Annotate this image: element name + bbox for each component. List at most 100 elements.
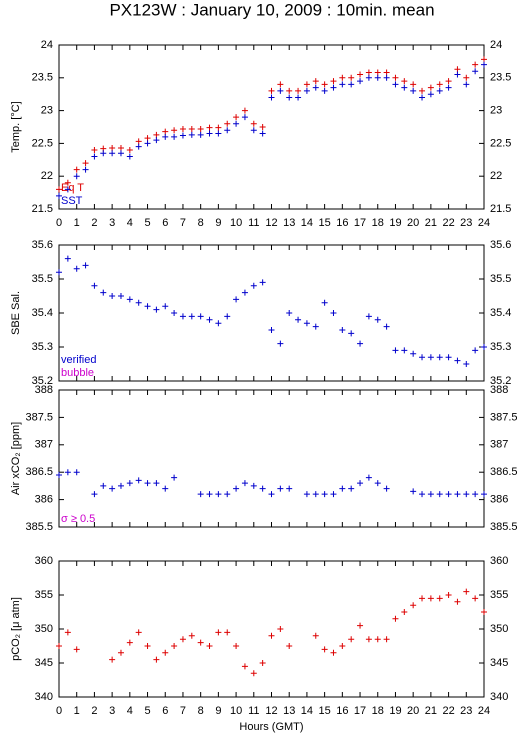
y-tick-label: 24 — [41, 39, 53, 51]
x-tick-label: 16 — [336, 705, 348, 717]
data-point — [277, 87, 284, 94]
data-point — [117, 144, 124, 151]
data-point — [109, 144, 116, 151]
data-point — [250, 670, 257, 677]
y-tick-label: 340 — [490, 691, 508, 703]
data-point — [295, 87, 302, 94]
data-point — [188, 313, 195, 320]
data-point — [197, 131, 204, 138]
data-point — [73, 166, 80, 173]
y-tick-label: 22 — [41, 170, 53, 182]
data-point — [321, 299, 328, 306]
data-point — [241, 114, 248, 121]
data-point — [56, 186, 62, 193]
data-point — [339, 485, 346, 492]
data-point — [295, 316, 302, 323]
data-point — [73, 646, 80, 653]
x-tick-label: 23 — [460, 705, 472, 717]
data-point — [259, 279, 266, 286]
data-point — [109, 485, 116, 492]
data-point — [268, 491, 275, 498]
legend-label: verified — [61, 354, 96, 366]
data-point — [383, 74, 390, 81]
data-point — [365, 313, 372, 320]
data-point — [233, 114, 240, 121]
data-point — [392, 81, 399, 88]
data-point — [445, 592, 452, 598]
data-point — [383, 323, 390, 330]
data-point — [472, 595, 479, 602]
data-point — [419, 87, 426, 94]
plot-frame — [58, 244, 485, 382]
x-tick-label: 1 — [74, 705, 80, 717]
x-tick-label: 5 — [144, 705, 150, 717]
data-point — [100, 150, 107, 157]
x-tick-label: 24 — [478, 217, 490, 229]
x-tick-label: 3 — [109, 705, 115, 717]
data-point — [117, 649, 124, 656]
y-tick-label: 385.5 — [490, 521, 518, 533]
y-tick-label: 35.5 — [490, 273, 511, 285]
annotation: σ ≥ 0.5 — [61, 513, 95, 525]
data-point — [100, 289, 107, 296]
data-point — [56, 643, 62, 649]
data-point — [268, 632, 275, 639]
y-tick-label: 23 — [490, 105, 502, 117]
data-point — [241, 107, 248, 114]
data-point — [321, 87, 328, 94]
data-point — [215, 124, 222, 131]
data-point — [472, 347, 479, 354]
data-point — [206, 124, 213, 131]
x-tick-label: 21 — [425, 217, 437, 229]
data-point — [365, 69, 372, 76]
x-tick-label: 4 — [127, 217, 133, 229]
data-point — [162, 485, 169, 492]
data-point — [286, 485, 293, 492]
data-point — [162, 128, 169, 135]
data-point — [419, 354, 426, 361]
data-point — [153, 306, 160, 313]
y-tick-label: 35.2 — [32, 375, 53, 387]
data-point — [312, 632, 319, 639]
data-point — [241, 289, 248, 296]
data-point — [259, 130, 266, 137]
data-point — [73, 173, 80, 180]
legend-label: SST — [61, 195, 83, 207]
y-tick-label: 21.5 — [32, 203, 53, 215]
y-tick-label: 35.3 — [490, 341, 511, 353]
data-point — [171, 310, 178, 316]
data-point — [339, 643, 346, 649]
x-tick-label: 7 — [180, 217, 186, 229]
y-tick-label: 388 — [490, 384, 508, 396]
data-point — [357, 622, 364, 629]
y-tick-label: 35.6 — [32, 239, 53, 251]
data-point — [117, 293, 124, 299]
data-point — [144, 303, 151, 310]
data-point — [445, 491, 452, 498]
data-point — [472, 61, 479, 68]
data-point — [374, 316, 381, 323]
data-point — [250, 282, 257, 289]
data-point — [117, 482, 124, 489]
data-point — [233, 643, 240, 649]
data-point — [188, 131, 195, 138]
x-tick-label: 2 — [91, 705, 97, 717]
data-point — [179, 125, 186, 132]
y-tick-label: 355 — [490, 589, 508, 601]
data-point — [135, 138, 142, 145]
data-point — [436, 595, 443, 602]
data-point — [410, 87, 417, 94]
data-point — [188, 632, 195, 639]
data-point — [436, 81, 443, 88]
data-point — [109, 293, 116, 299]
data-point — [206, 643, 213, 649]
data-point — [436, 354, 443, 361]
data-point — [472, 68, 479, 75]
data-point — [233, 296, 240, 303]
x-tick-label: 8 — [198, 705, 204, 717]
data-point — [401, 78, 408, 85]
x-tick-label: 0 — [56, 217, 62, 229]
data-point — [91, 153, 98, 160]
y-tick-label: 22.5 — [32, 137, 53, 149]
